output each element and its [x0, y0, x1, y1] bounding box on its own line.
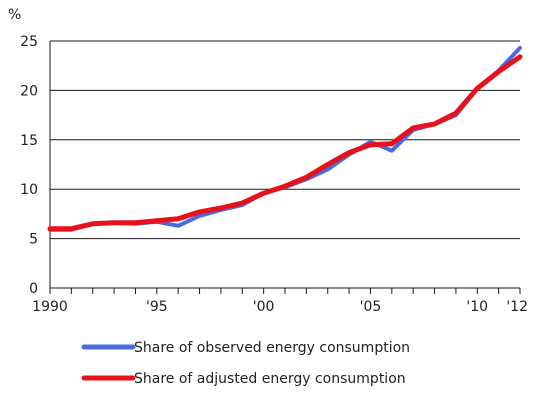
y-tick-label: 0: [29, 281, 38, 297]
x-tick-label: '95: [146, 299, 168, 315]
x-tick-labels: 1990 '95 '00 '05 '10 '12: [32, 299, 528, 315]
y-tick-label: 10: [20, 182, 38, 198]
x-tick-label: '12: [506, 299, 528, 315]
gridlines: [50, 40, 520, 240]
series-line-adjusted: [47, 54, 523, 232]
legend-label: Share of observed energy consumption: [134, 340, 410, 356]
y-tick-label: 20: [20, 83, 38, 99]
x-tick-label: 1990: [32, 299, 68, 315]
y-tick-label: 25: [20, 34, 38, 50]
series-line-observed: [48, 45, 522, 232]
y-axis-unit-label: %: [8, 7, 21, 23]
x-tick-label: '05: [360, 299, 382, 315]
legend-label: Share of adjusted energy consumption: [134, 371, 406, 387]
y-tick-labels: 0 5 10 15 20 25: [20, 34, 38, 297]
y-tick-label: 15: [20, 133, 38, 149]
x-tick-label: '00: [253, 299, 275, 315]
axes: [49, 41, 521, 294]
series-lines: [47, 45, 523, 232]
legend: Share of observed energy consumption Shar…: [81, 340, 410, 387]
x-tick-label: '10: [466, 299, 488, 315]
y-tick-label: 5: [29, 232, 38, 248]
